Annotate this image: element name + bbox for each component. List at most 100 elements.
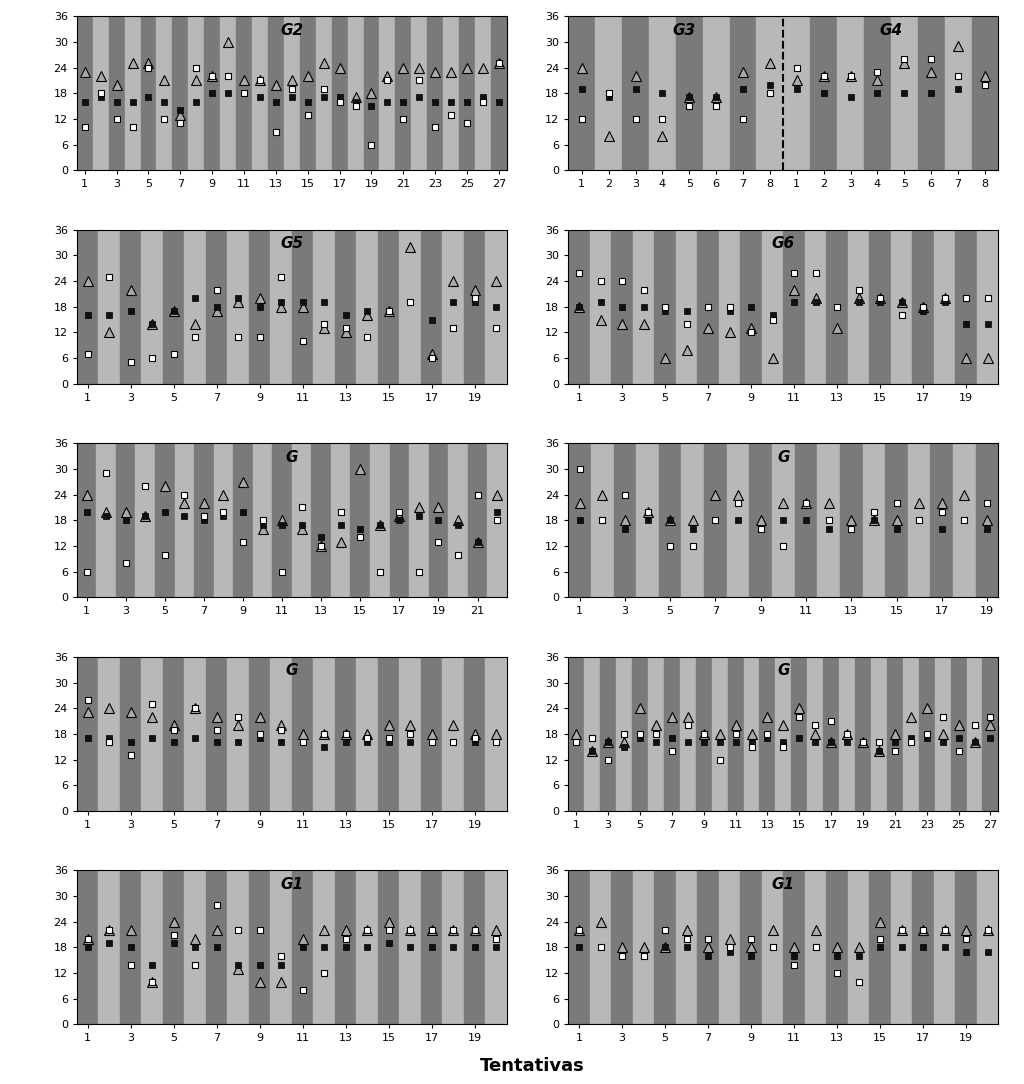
- Bar: [421, 870, 442, 1024]
- Bar: [613, 443, 636, 597]
- Bar: [568, 230, 590, 384]
- Bar: [292, 230, 313, 384]
- Bar: [395, 16, 412, 170]
- Bar: [740, 230, 762, 384]
- Bar: [676, 16, 702, 170]
- Bar: [585, 657, 600, 811]
- Bar: [315, 16, 332, 170]
- Bar: [919, 657, 935, 811]
- Bar: [611, 870, 633, 1024]
- Text: G4: G4: [880, 23, 902, 38]
- Bar: [93, 16, 109, 170]
- Bar: [839, 657, 855, 811]
- Bar: [891, 16, 918, 170]
- Bar: [292, 443, 311, 597]
- Bar: [174, 443, 195, 597]
- Bar: [658, 443, 682, 597]
- Bar: [421, 230, 442, 384]
- Bar: [184, 230, 206, 384]
- Bar: [378, 870, 399, 1024]
- Bar: [356, 657, 378, 811]
- Bar: [464, 870, 485, 1024]
- Bar: [227, 657, 249, 811]
- Bar: [855, 657, 871, 811]
- Bar: [120, 230, 141, 384]
- Bar: [633, 870, 654, 1024]
- Bar: [356, 870, 378, 1024]
- Bar: [680, 657, 695, 811]
- Bar: [184, 657, 206, 811]
- Bar: [792, 657, 807, 811]
- Bar: [378, 657, 399, 811]
- Bar: [188, 16, 204, 170]
- Text: G5: G5: [281, 236, 303, 251]
- Text: G: G: [286, 663, 298, 679]
- Bar: [676, 230, 697, 384]
- Bar: [795, 443, 817, 597]
- Bar: [313, 870, 335, 1024]
- Bar: [568, 657, 585, 811]
- Bar: [214, 443, 233, 597]
- Bar: [885, 443, 908, 597]
- Bar: [77, 16, 93, 170]
- Bar: [697, 870, 719, 1024]
- Bar: [807, 657, 823, 811]
- Bar: [135, 443, 155, 597]
- Bar: [120, 657, 141, 811]
- Bar: [157, 16, 172, 170]
- Bar: [762, 870, 783, 1024]
- Bar: [237, 16, 252, 170]
- Bar: [750, 443, 772, 597]
- Bar: [96, 443, 116, 597]
- Bar: [412, 16, 427, 170]
- Bar: [977, 230, 998, 384]
- Bar: [141, 230, 163, 384]
- Bar: [728, 657, 743, 811]
- Bar: [335, 230, 356, 384]
- Bar: [206, 657, 227, 811]
- Bar: [163, 870, 184, 1024]
- Bar: [292, 657, 313, 811]
- Bar: [826, 870, 848, 1024]
- Bar: [313, 657, 335, 811]
- Bar: [848, 870, 869, 1024]
- Text: Tentativas: Tentativas: [480, 1057, 585, 1075]
- Bar: [443, 16, 459, 170]
- Bar: [775, 657, 792, 811]
- Bar: [163, 657, 184, 811]
- Text: G: G: [777, 663, 790, 679]
- Bar: [313, 230, 335, 384]
- Bar: [399, 230, 421, 384]
- Bar: [172, 16, 188, 170]
- Bar: [760, 657, 775, 811]
- Bar: [743, 657, 760, 811]
- Bar: [332, 16, 347, 170]
- Bar: [140, 16, 157, 170]
- Bar: [442, 657, 464, 811]
- Bar: [459, 16, 475, 170]
- Bar: [600, 657, 616, 811]
- Bar: [977, 870, 998, 1024]
- Bar: [864, 16, 891, 170]
- Text: G3: G3: [673, 23, 696, 38]
- Bar: [220, 16, 237, 170]
- Bar: [195, 443, 214, 597]
- Bar: [98, 870, 120, 1024]
- Bar: [862, 443, 885, 597]
- Bar: [623, 16, 649, 170]
- Bar: [270, 230, 292, 384]
- Bar: [335, 870, 356, 1024]
- Text: G1: G1: [281, 877, 303, 892]
- Bar: [449, 443, 468, 597]
- Bar: [399, 870, 421, 1024]
- Bar: [120, 870, 141, 1024]
- Bar: [464, 230, 485, 384]
- Bar: [826, 230, 848, 384]
- Bar: [116, 443, 135, 597]
- Bar: [697, 230, 719, 384]
- Bar: [485, 657, 507, 811]
- Bar: [568, 443, 591, 597]
- Bar: [568, 16, 595, 170]
- Bar: [705, 443, 727, 597]
- Bar: [490, 16, 507, 170]
